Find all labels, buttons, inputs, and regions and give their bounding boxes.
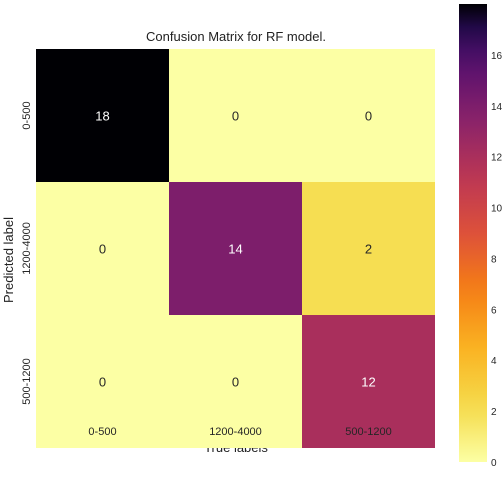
cell-value-label: 18 bbox=[95, 109, 109, 124]
y-axis-label: Predicted label bbox=[1, 217, 16, 303]
heatmap-cell bbox=[302, 182, 435, 315]
cell-value-labels: 18 0 0 0 14 2 0 0 12 bbox=[95, 109, 375, 390]
x-tick-label: 0-500 bbox=[88, 426, 116, 438]
heatmap-cell bbox=[169, 182, 302, 315]
colorbar-tick-label: 0 bbox=[491, 458, 497, 469]
heatmap-cells bbox=[36, 49, 435, 448]
heatmap-cell bbox=[36, 182, 169, 315]
x-tick-labels: 0-500 1200-4000 500-1200 bbox=[88, 426, 391, 438]
colorbar-tick-label: 8 bbox=[491, 254, 497, 265]
cell-value-label: 0 bbox=[99, 375, 106, 390]
cell-value-label: 0 bbox=[365, 109, 372, 124]
y-tick-label: 0-500 bbox=[21, 101, 33, 129]
cell-value-label: 0 bbox=[232, 375, 239, 390]
cell-value-label: 0 bbox=[99, 242, 106, 257]
y-tick-label: 500-1200 bbox=[21, 358, 33, 405]
y-tick-labels: 0-500 1200-4000 500-1200 bbox=[21, 101, 33, 404]
heatmap-cell bbox=[36, 49, 169, 182]
heatmap-cell bbox=[302, 49, 435, 182]
heatmap-cell bbox=[302, 315, 435, 448]
cell-value-label: 14 bbox=[228, 242, 242, 257]
heatmap-cell bbox=[169, 315, 302, 448]
x-tick-label: 500-1200 bbox=[345, 426, 392, 438]
y-tick-label: 1200-4000 bbox=[21, 222, 33, 275]
chart-title: Confusion Matrix for RF model. bbox=[146, 29, 326, 44]
colorbar-tick-label: 4 bbox=[491, 356, 497, 367]
cell-value-label: 12 bbox=[361, 375, 375, 390]
x-tick-label: 1200-4000 bbox=[209, 426, 262, 438]
colorbar-tick-label: 6 bbox=[491, 305, 497, 316]
heatmap-cell bbox=[36, 315, 169, 448]
colorbar-tick-label: 2 bbox=[491, 407, 497, 418]
colorbar-tick-label: 16 bbox=[491, 51, 503, 62]
colorbar-tick-label: 14 bbox=[491, 102, 503, 113]
cell-value-label: 0 bbox=[232, 109, 239, 124]
heatmap-cell bbox=[169, 49, 302, 182]
cell-value-label: 2 bbox=[365, 242, 372, 257]
colorbar-tick-label: 10 bbox=[491, 204, 503, 215]
colorbar bbox=[459, 4, 487, 462]
colorbar-tick-label: 12 bbox=[491, 153, 503, 164]
colorbar-tick-labels: 0 2 4 6 8 10 12 14 16 bbox=[491, 51, 503, 469]
